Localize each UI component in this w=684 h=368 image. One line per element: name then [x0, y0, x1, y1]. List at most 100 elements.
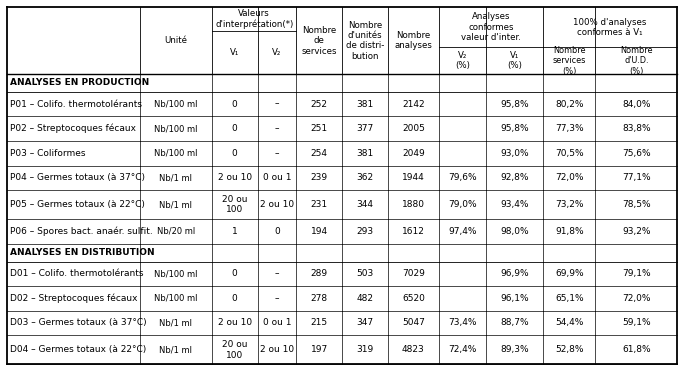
Text: 54,4%: 54,4% [555, 318, 583, 328]
Text: –: – [275, 269, 279, 278]
Text: 4823: 4823 [402, 345, 425, 354]
Text: –: – [275, 99, 279, 109]
Text: 98,0%: 98,0% [500, 227, 529, 236]
Text: 362: 362 [356, 173, 373, 182]
Text: Nb/100 ml: Nb/100 ml [154, 149, 198, 158]
Text: 251: 251 [311, 124, 328, 133]
Text: –: – [275, 124, 279, 133]
Text: Nb/20 ml: Nb/20 ml [157, 227, 195, 236]
Text: ANALYSES EN PRODUCTION: ANALYSES EN PRODUCTION [10, 78, 150, 87]
Text: 73,4%: 73,4% [449, 318, 477, 328]
Text: 72,4%: 72,4% [449, 345, 477, 354]
Text: –: – [275, 149, 279, 158]
Text: Nombre
services
(%): Nombre services (%) [553, 46, 586, 75]
Text: 1880: 1880 [402, 200, 425, 209]
Text: 93,0%: 93,0% [500, 149, 529, 158]
Text: Nb/1 ml: Nb/1 ml [159, 200, 192, 209]
Text: Nb/1 ml: Nb/1 ml [159, 345, 192, 354]
Text: 197: 197 [311, 345, 328, 354]
Text: 215: 215 [311, 318, 328, 328]
Text: P06 – Spores bact. anaér. sulfit.: P06 – Spores bact. anaér. sulfit. [10, 227, 153, 236]
Text: P01 – Colifo. thermotolérants: P01 – Colifo. thermotolérants [10, 99, 142, 109]
Text: D01 – Colifo. thermotolérants: D01 – Colifo. thermotolérants [10, 269, 143, 278]
Text: D02 – Streptocoques fécaux: D02 – Streptocoques fécaux [10, 294, 137, 303]
Text: 83,8%: 83,8% [622, 124, 650, 133]
Text: 0: 0 [232, 124, 237, 133]
Text: Analyses
conformes
valeur d'inter.: Analyses conformes valeur d'inter. [461, 13, 521, 42]
Text: Nombre
analyses: Nombre analyses [395, 31, 432, 50]
Text: 79,6%: 79,6% [448, 173, 477, 182]
Text: ANALYSES EN DISTRIBUTION: ANALYSES EN DISTRIBUTION [10, 248, 155, 257]
Text: V₂
(%): V₂ (%) [456, 51, 470, 70]
Text: 2 ou 10: 2 ou 10 [260, 345, 294, 354]
Text: 20 ou
100: 20 ou 100 [222, 195, 248, 214]
Text: 93,4%: 93,4% [501, 200, 529, 209]
Text: 59,1%: 59,1% [622, 318, 650, 328]
Text: 231: 231 [311, 200, 328, 209]
Text: 381: 381 [356, 149, 373, 158]
Text: 96,9%: 96,9% [500, 269, 529, 278]
Text: Nb/100 ml: Nb/100 ml [154, 99, 198, 109]
Text: 252: 252 [311, 99, 328, 109]
Text: 289: 289 [311, 269, 328, 278]
Text: 88,7%: 88,7% [500, 318, 529, 328]
Text: 77,3%: 77,3% [555, 124, 583, 133]
Text: 95,8%: 95,8% [500, 99, 529, 109]
Text: 7029: 7029 [402, 269, 425, 278]
Text: 2 ou 10: 2 ou 10 [260, 200, 294, 209]
Text: 91,8%: 91,8% [555, 227, 583, 236]
Text: 5047: 5047 [402, 318, 425, 328]
Text: 2 ou 10: 2 ou 10 [218, 318, 252, 328]
Text: D04 – Germes totaux (à 22°C): D04 – Germes totaux (à 22°C) [10, 345, 146, 354]
Text: 96,1%: 96,1% [500, 294, 529, 303]
Text: 381: 381 [356, 99, 373, 109]
Text: 73,2%: 73,2% [555, 200, 583, 209]
Text: P03 – Coliformes: P03 – Coliformes [10, 149, 85, 158]
Text: 482: 482 [356, 294, 373, 303]
Text: 2005: 2005 [402, 124, 425, 133]
Text: 65,1%: 65,1% [555, 294, 583, 303]
Text: 100% d'analyses
conformes à V₁: 100% d'analyses conformes à V₁ [573, 18, 647, 37]
Text: Nombre
d'U.D.
(%): Nombre d'U.D. (%) [620, 46, 653, 75]
Text: 1944: 1944 [402, 173, 425, 182]
Text: Nb/100 ml: Nb/100 ml [154, 269, 198, 278]
Text: 69,9%: 69,9% [555, 269, 583, 278]
Text: 0: 0 [274, 227, 280, 236]
Text: V₁
(%): V₁ (%) [507, 51, 522, 70]
Text: 75,6%: 75,6% [622, 149, 650, 158]
Text: –: – [275, 294, 279, 303]
Text: 72,0%: 72,0% [555, 173, 583, 182]
Text: Nombre
de
services: Nombre de services [302, 26, 337, 56]
Text: 6520: 6520 [402, 294, 425, 303]
Text: 344: 344 [356, 200, 373, 209]
Text: P05 – Germes totaux (à 22°C): P05 – Germes totaux (à 22°C) [10, 200, 144, 209]
Text: 95,8%: 95,8% [500, 124, 529, 133]
Text: 0: 0 [232, 269, 237, 278]
Text: 1612: 1612 [402, 227, 425, 236]
Text: 293: 293 [356, 227, 373, 236]
Text: P04 – Germes totaux (à 37°C): P04 – Germes totaux (à 37°C) [10, 173, 144, 182]
Text: 0 ou 1: 0 ou 1 [263, 318, 291, 328]
Text: 278: 278 [311, 294, 328, 303]
Text: 2142: 2142 [402, 99, 425, 109]
Text: 0 ou 1: 0 ou 1 [263, 173, 291, 182]
Text: 2 ou 10: 2 ou 10 [218, 173, 252, 182]
Text: P02 – Streptocoques fécaux: P02 – Streptocoques fécaux [10, 124, 135, 133]
Text: 93,2%: 93,2% [622, 227, 650, 236]
Text: 77,1%: 77,1% [622, 173, 650, 182]
Text: 377: 377 [356, 124, 373, 133]
Text: 20 ou
100: 20 ou 100 [222, 340, 248, 360]
Text: V₁: V₁ [230, 48, 239, 57]
Text: Nb/1 ml: Nb/1 ml [159, 173, 192, 182]
Text: 80,2%: 80,2% [555, 99, 583, 109]
Text: 347: 347 [356, 318, 373, 328]
Text: 72,0%: 72,0% [622, 294, 650, 303]
Text: 97,4%: 97,4% [449, 227, 477, 236]
Text: 319: 319 [356, 345, 373, 354]
Text: 79,0%: 79,0% [448, 200, 477, 209]
Text: Valeurs
d'interprétation(*): Valeurs d'interprétation(*) [215, 9, 293, 29]
Text: 79,1%: 79,1% [622, 269, 650, 278]
Text: 0: 0 [232, 294, 237, 303]
Text: 70,5%: 70,5% [555, 149, 583, 158]
Text: D03 – Germes totaux (à 37°C): D03 – Germes totaux (à 37°C) [10, 318, 146, 328]
